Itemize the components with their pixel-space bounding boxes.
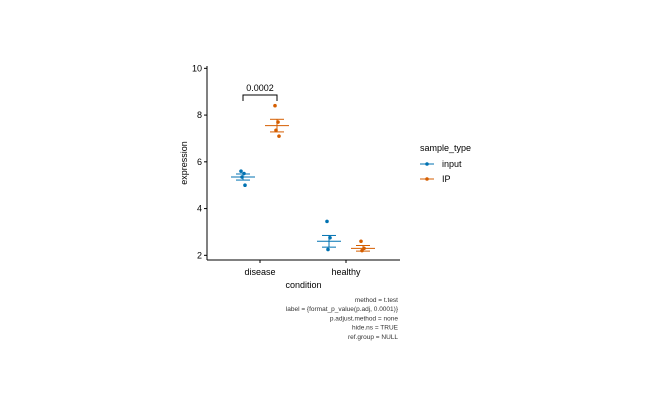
y-tick-label: 8 xyxy=(197,110,202,120)
y-axis-title: expression xyxy=(179,141,189,185)
data-point xyxy=(362,246,366,251)
y-tick-label: 6 xyxy=(197,157,202,167)
legend-key-point xyxy=(425,162,429,166)
significance-bracket xyxy=(242,94,278,101)
data-marks xyxy=(231,103,375,253)
data-point xyxy=(276,120,280,124)
legend-label: IP xyxy=(442,174,451,184)
x-tick-label: disease xyxy=(244,267,275,277)
p-value-label: 0.0002 xyxy=(246,83,274,93)
significance-annotation: 0.0002 xyxy=(242,83,278,101)
axes: 2 4 6 8 10 disease healthy condition expression xyxy=(179,63,400,290)
legend-key-point xyxy=(425,177,429,181)
data-point xyxy=(359,239,363,244)
data-point xyxy=(274,128,278,133)
data-point xyxy=(242,171,246,176)
data-point xyxy=(243,183,247,188)
x-axis-title: condition xyxy=(285,280,321,290)
caption-line: p.adjust.method = none xyxy=(330,315,399,322)
data-point xyxy=(277,134,281,138)
x-tick-label: healthy xyxy=(331,267,361,277)
data-point xyxy=(325,219,329,224)
caption-line: hide.ns = TRUE xyxy=(352,325,399,332)
data-point xyxy=(326,247,330,252)
data-point xyxy=(240,175,244,179)
y-tick-label: 10 xyxy=(192,63,202,73)
legend-title: sample_type xyxy=(420,143,471,153)
data-point xyxy=(239,169,243,173)
y-tick-label: 4 xyxy=(197,204,202,214)
caption-line: label = {format_p_value(p.adj, 0.0001)} xyxy=(286,306,399,313)
caption-line: method = t.test xyxy=(355,297,398,304)
data-point xyxy=(360,248,364,253)
data-point xyxy=(328,235,332,240)
data-point xyxy=(273,103,277,108)
y-tick-label: 2 xyxy=(197,250,202,260)
legend-label: input xyxy=(442,159,462,169)
caption-line: ref.group = NULL xyxy=(348,334,398,341)
caption: method = t.test label = {format_p_value(p… xyxy=(286,297,399,341)
